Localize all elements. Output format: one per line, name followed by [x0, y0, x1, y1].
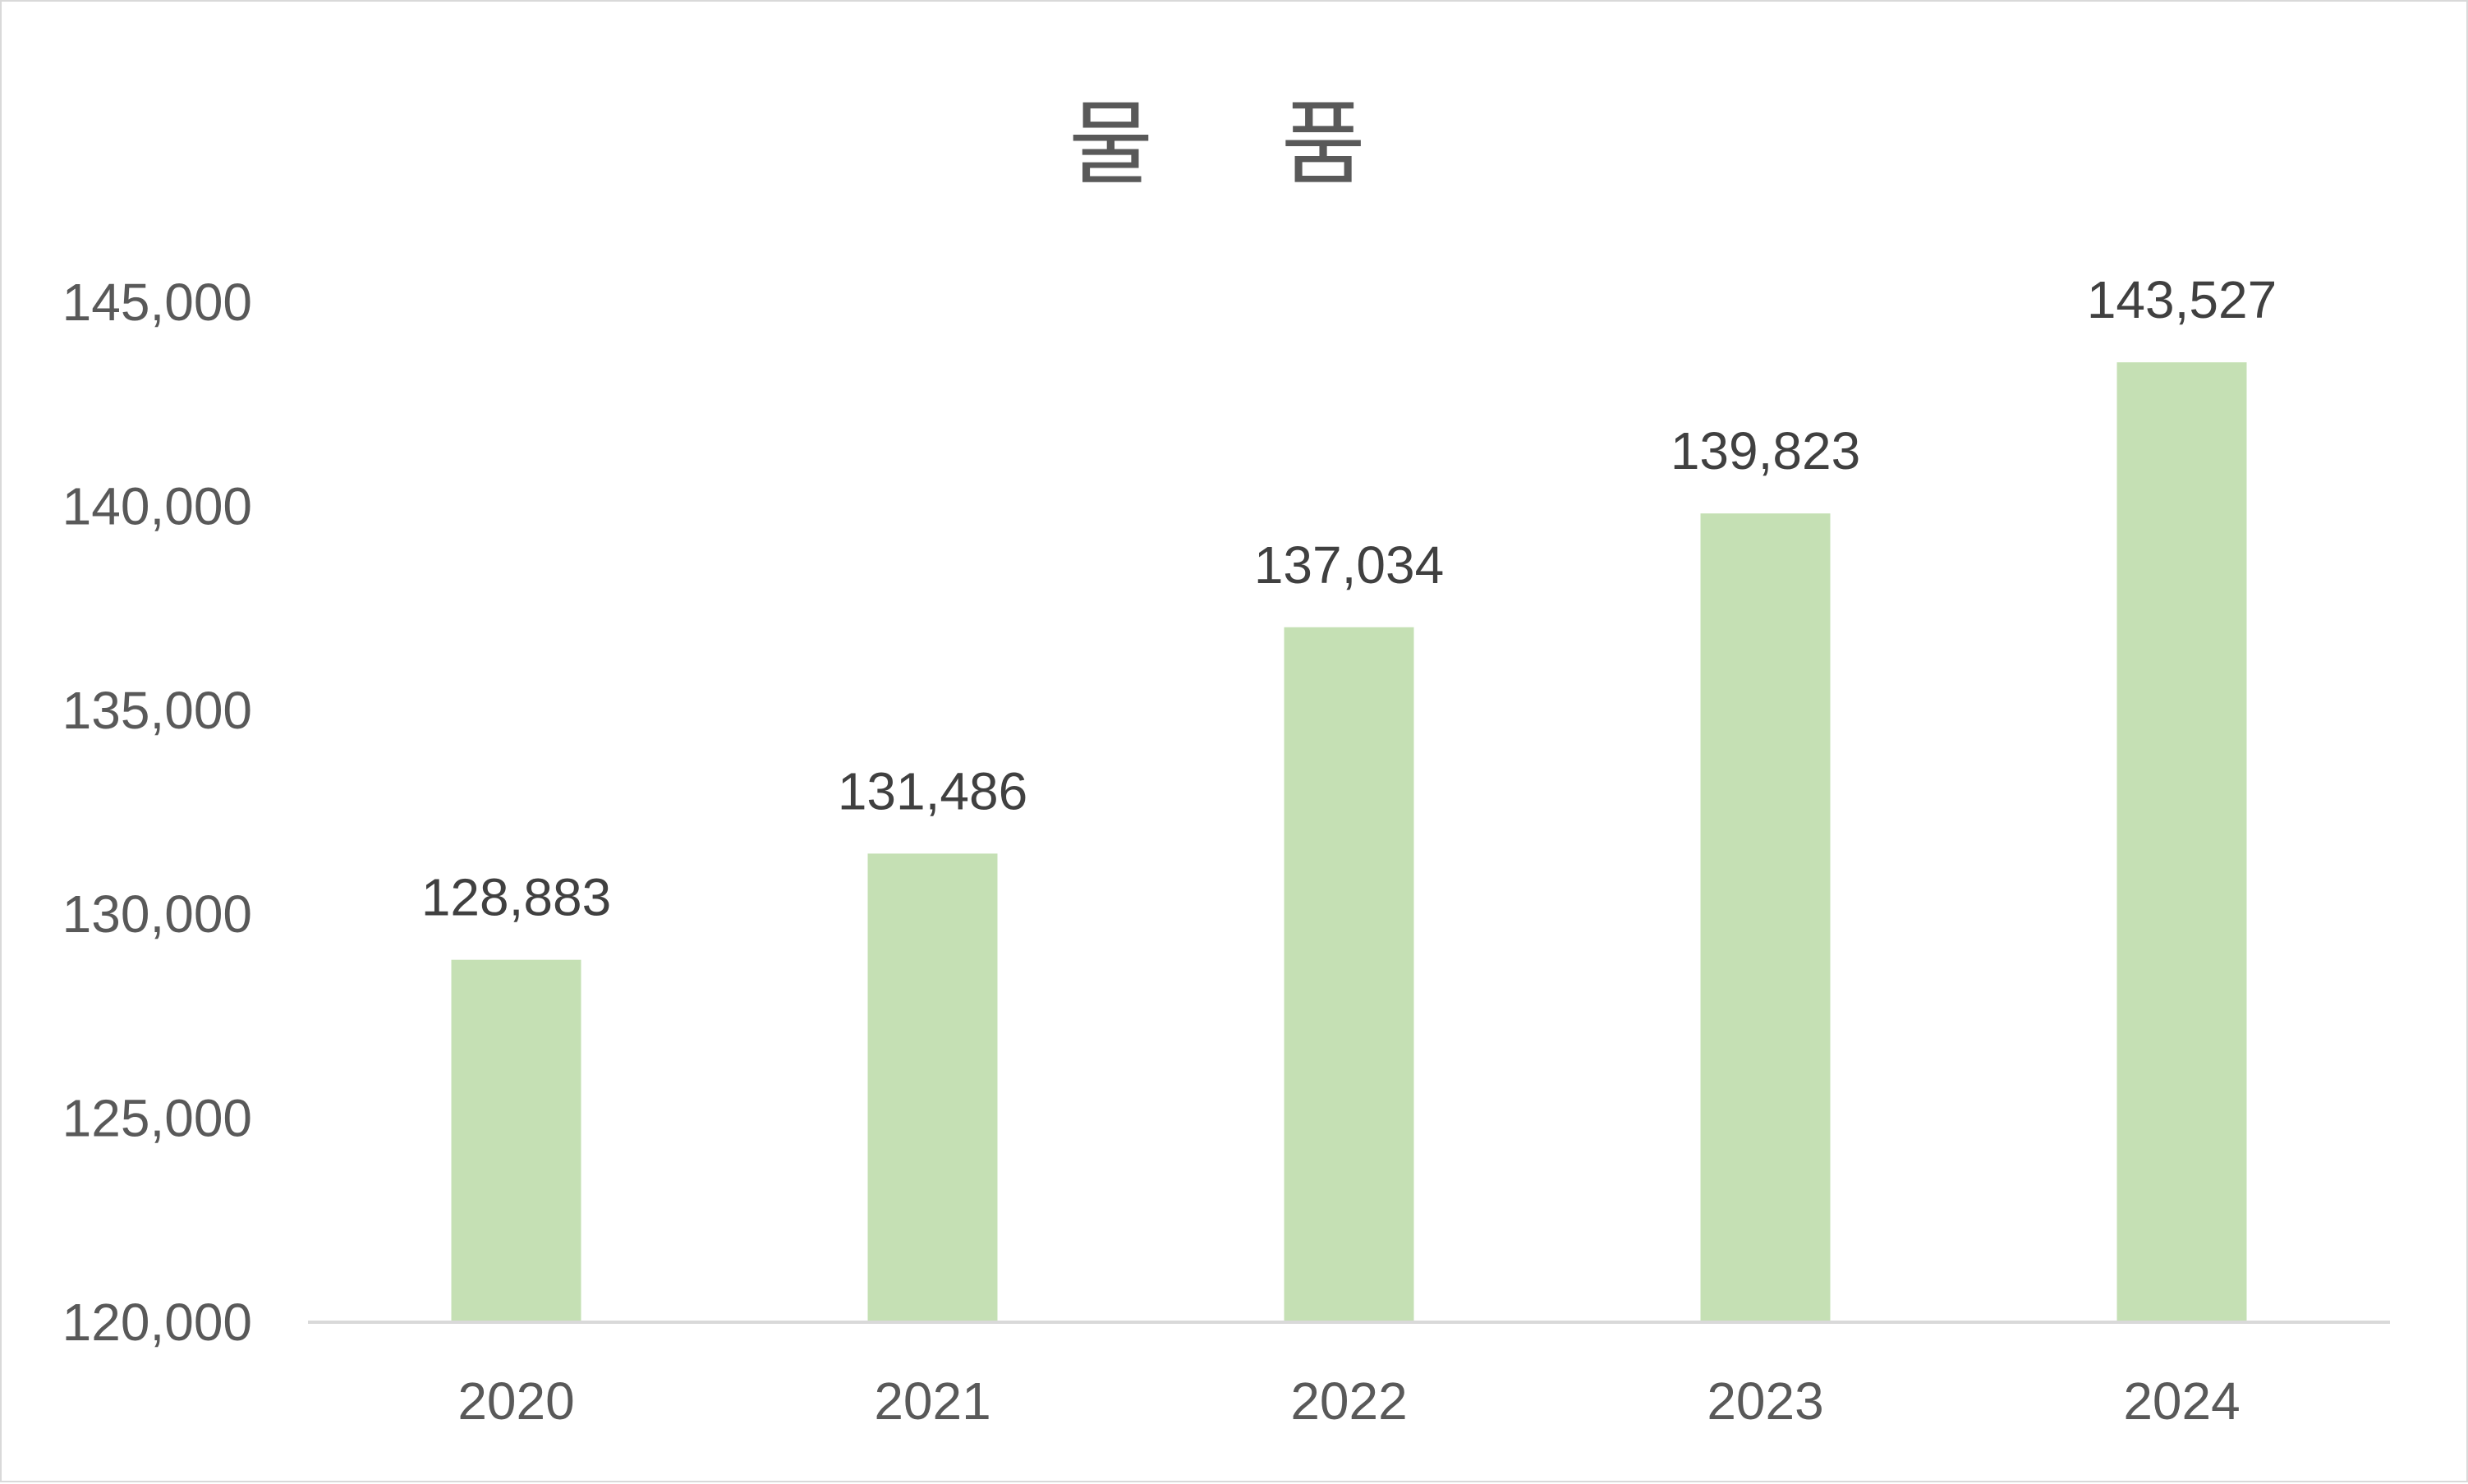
bars — [451, 362, 2247, 1322]
data-label-2023: 139,823 — [1671, 421, 1860, 480]
bar-2022 — [1284, 627, 1414, 1322]
y-axis-ticks: 120,000 125,000 130,000 135,000 140,000 145,0… — [62, 273, 252, 1352]
y-tick-label: 140,000 — [62, 476, 252, 535]
x-tick-label: 2024 — [2123, 1371, 2240, 1431]
data-label-2021: 131,486 — [838, 761, 1027, 820]
y-tick-label: 125,000 — [62, 1089, 252, 1148]
x-tick-label: 2023 — [1707, 1371, 1823, 1431]
data-label-2020: 128,883 — [421, 868, 611, 927]
x-tick-label: 2021 — [874, 1371, 990, 1431]
x-axis-ticks: 2020 2021 2022 2023 2024 — [457, 1371, 2240, 1431]
data-label-2024: 143,527 — [2087, 270, 2277, 329]
data-labels: 128,883 131,486 137,034 139,823 143,527 — [421, 270, 2277, 927]
chart-title: 물 품 — [1069, 91, 1415, 198]
bar-2021 — [867, 853, 998, 1322]
y-tick-label: 135,000 — [62, 681, 252, 740]
y-tick-label: 120,000 — [62, 1293, 252, 1352]
y-tick-label: 130,000 — [62, 884, 252, 944]
x-tick-label: 2022 — [1290, 1371, 1407, 1431]
x-tick-label: 2020 — [457, 1371, 574, 1431]
data-label-2022: 137,034 — [1254, 535, 1444, 595]
bar-2023 — [1700, 513, 1831, 1322]
bar-2020 — [451, 959, 581, 1322]
y-tick-label: 145,000 — [62, 273, 252, 332]
bar-2024 — [2116, 362, 2247, 1322]
